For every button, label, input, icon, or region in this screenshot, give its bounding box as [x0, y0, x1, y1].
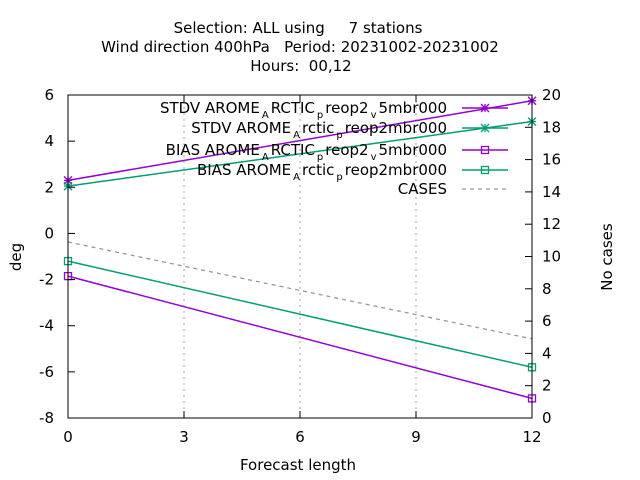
legend-label-part: reop2: [325, 99, 368, 117]
y2-tick-label: 12: [542, 215, 561, 233]
y2-tick-label: 4: [542, 344, 552, 362]
legend-label-part: RCTIC: [271, 99, 315, 117]
x-tick-label: 9: [411, 428, 421, 446]
y-tick-label: -6: [39, 363, 54, 381]
legend-label-part: reop2mbr000: [345, 161, 447, 179]
y-tick-label: 6: [44, 86, 54, 104]
legend-label-3: BIAS AROME A RCTIC p reop2 v 5mbr000: [166, 141, 447, 163]
legend-label-part: CASES: [398, 180, 447, 198]
legend-label-part: rctic: [302, 161, 334, 179]
legend-label-part: p: [336, 130, 342, 141]
legend-label-part: A: [293, 130, 300, 141]
legend-label-part: A: [262, 110, 269, 121]
y2-tick-label: 6: [542, 312, 552, 330]
series-line-2: [67, 120, 533, 187]
y-tick-label: 2: [44, 178, 54, 196]
y-tick-label: 4: [44, 132, 54, 150]
series-line-1: [67, 100, 533, 182]
legend-label-part: RCTIC: [271, 141, 315, 159]
legend-label-part: A: [262, 152, 269, 163]
legend-label-part: reop2: [325, 141, 368, 159]
y2-tick-label: 20: [542, 86, 561, 104]
y-tick-label: 0: [44, 224, 54, 242]
legend-label-part: STDV AROME: [160, 99, 260, 117]
legend-label-part: STDV AROME: [191, 119, 291, 137]
ticks: 0 3 6 9 12 -8 -6 -4 -2 0 2 4 6 0 2 4 6 8 10 12 14 16 18 20: [39, 86, 561, 446]
y-tick-label: -4: [39, 317, 54, 335]
legend-label-part: 5mbr000: [379, 99, 447, 117]
legend-label-part: p: [317, 110, 323, 121]
legend-label-1: STDV AROME A RCTIC p reop2 v 5mbr000: [160, 99, 447, 121]
chart-title-line-1: Selection: ALL using 7 stations: [174, 19, 423, 37]
legend-label-part: A: [293, 172, 300, 183]
y2-tick-label: 10: [542, 248, 561, 266]
y-tick-label: -8: [39, 409, 54, 427]
y-axis-label: deg: [7, 243, 25, 271]
x-tick-label: 0: [63, 428, 73, 446]
legend-label-part: rctic: [302, 119, 334, 137]
y-tick-label: -2: [39, 271, 54, 289]
series-line-5: [67, 241, 533, 340]
y2-tick-label: 14: [542, 183, 561, 201]
legend-label-part: p: [317, 152, 323, 163]
legend-marker-2: [480, 123, 490, 133]
x-tick-label: 3: [179, 428, 189, 446]
x-tick-label: 12: [522, 428, 541, 446]
chart-title-line-3: Hours: 00,12: [250, 57, 351, 75]
legend-label-part: BIAS AROME: [197, 161, 291, 179]
legend-marker-3: [480, 145, 490, 155]
y2-tick-label: 0: [542, 409, 552, 427]
y2-tick-label: 18: [542, 118, 561, 136]
x-tick-label: 6: [295, 428, 305, 446]
legend-label-part: BIAS AROME: [166, 141, 260, 159]
legend-marker-1: [480, 103, 490, 113]
y2-axis-label: No cases: [598, 223, 616, 291]
legend-marker-4: [480, 165, 490, 175]
x-axis-label: Forecast length: [240, 456, 356, 474]
y2-tick-label: 16: [542, 151, 561, 169]
y2-tick-label: 8: [542, 280, 552, 298]
legend-label-part: p: [336, 172, 342, 183]
chart-title-line-2: Wind direction 400hPa Period: 20231002-2…: [101, 38, 499, 56]
legend-label-part: v: [371, 152, 377, 163]
legend-label-part: v: [371, 110, 377, 121]
legend-label-5: CASES: [398, 180, 447, 198]
legend-label-part: 5mbr000: [379, 141, 447, 159]
y2-tick-label: 2: [542, 377, 552, 395]
series-line-3: [67, 275, 533, 400]
series-line-4: [67, 260, 533, 368]
legend-label-part: reop2mbr000: [345, 119, 447, 137]
